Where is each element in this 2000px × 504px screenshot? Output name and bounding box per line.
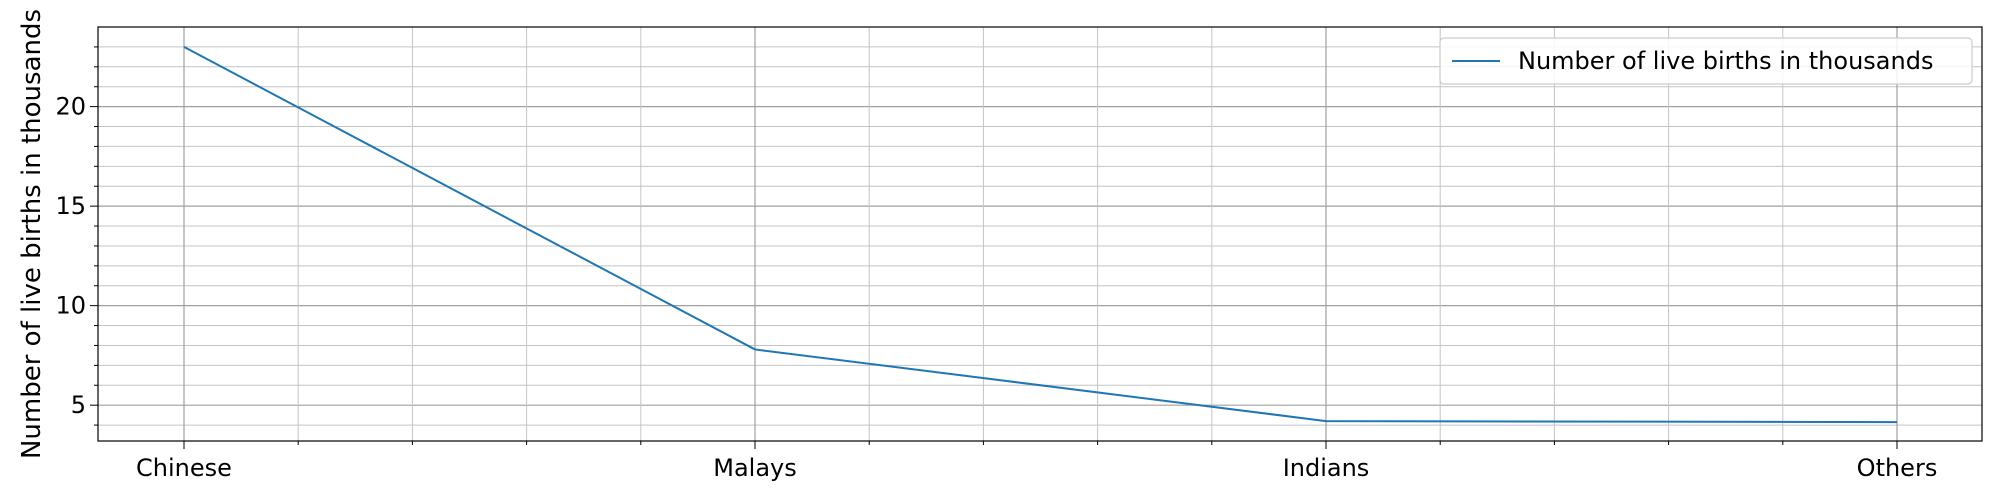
legend-entry-label: Number of live births in thousands — [1518, 47, 1933, 75]
y-tick-label: 20 — [55, 93, 86, 121]
y-tick-label: 10 — [55, 292, 86, 320]
plot-frame — [98, 27, 1982, 441]
x-tick-label: Chinese — [136, 454, 232, 482]
y-tick-label: 5 — [71, 391, 86, 419]
x-tick-label: Others — [1857, 454, 1938, 482]
legend: Number of live births in thousands — [1440, 38, 1972, 84]
plot-area — [184, 47, 1897, 422]
x-tick-label: Malays — [713, 454, 797, 482]
grid-lines — [98, 27, 1982, 441]
x-tick-label: Indians — [1283, 454, 1370, 482]
y-axis-label: Number of live births in thousands — [17, 9, 47, 459]
axis-ticks: 5 10 15 20 Chinese Malays Indians Others — [55, 47, 1937, 482]
y-tick-label: 15 — [55, 192, 86, 220]
